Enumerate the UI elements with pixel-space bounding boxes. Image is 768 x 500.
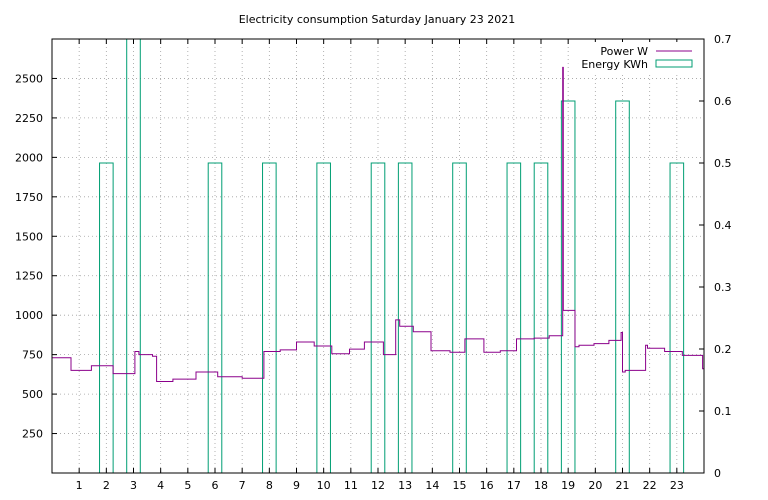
power-line (52, 66, 704, 382)
y-left-tick-label: 2250 (15, 112, 43, 125)
x-tick-label: 11 (344, 479, 358, 492)
legend-label-power: Power W (600, 45, 648, 58)
y-left-tick-label: 2500 (15, 72, 43, 85)
x-tick-label: 16 (480, 479, 494, 492)
energy-bar (669, 162, 685, 474)
x-tick-label: 17 (507, 479, 521, 492)
y-right-tick-label: 0 (714, 467, 721, 480)
legend-label-energy: Energy KWh (581, 58, 648, 71)
x-tick-label: 3 (130, 479, 137, 492)
y-left-tick-label: 250 (22, 428, 43, 441)
x-tick-label: 18 (534, 479, 548, 492)
energy-bar (262, 162, 277, 474)
x-tick-label: 2 (103, 479, 110, 492)
y-right-tick-label: 0.6 (714, 95, 732, 108)
x-tick-label: 13 (398, 479, 412, 492)
y-right-tick-label: 0.2 (714, 343, 732, 356)
y-left-tick-label: 750 (22, 349, 43, 362)
energy-series (99, 38, 685, 474)
x-tick-label: 9 (293, 479, 300, 492)
x-tick-label: 19 (561, 479, 575, 492)
y-right-tick-label: 0.7 (714, 33, 732, 46)
x-tick-label: 8 (266, 479, 273, 492)
legend: Power W Energy KWh (570, 42, 702, 72)
energy-bar (397, 162, 413, 474)
y-left-tick-label: 1250 (15, 270, 43, 283)
energy-bar (452, 162, 467, 474)
y-right-tick-label: 0.3 (714, 281, 732, 294)
y-left-tick-label: 1000 (15, 309, 43, 322)
y-axis-left: 250 500 750 1000 1250 1500 1750 2000 2250 2500 (15, 72, 57, 441)
x-tick-label: 5 (184, 479, 191, 492)
y-left-tick-label: 1750 (15, 191, 43, 204)
y-right-tick-label: 0.5 (714, 157, 732, 170)
power-series (52, 66, 704, 382)
x-tick-label: 14 (425, 479, 439, 492)
legend-swatch-energy (655, 59, 693, 68)
x-tick-label: 22 (643, 479, 657, 492)
x-tick-label: 15 (453, 479, 467, 492)
x-tick-label: 23 (670, 479, 684, 492)
energy-bar (370, 162, 386, 474)
grid (52, 39, 704, 473)
x-tick-label: 20 (588, 479, 602, 492)
x-tick-label: 10 (317, 479, 331, 492)
y-right-tick-label: 0.4 (714, 219, 732, 232)
y-axis-right: 0 0.1 0.2 0.3 0.4 0.5 0.6 0.7 (699, 33, 732, 480)
energy-bar (316, 162, 331, 474)
energy-bar (533, 162, 549, 474)
y-left-tick-label: 2000 (15, 151, 43, 164)
x-tick-label: 12 (371, 479, 385, 492)
y-left-tick-label: 500 (22, 388, 43, 401)
x-tick-label: 7 (239, 479, 246, 492)
x-tick-label: 6 (212, 479, 219, 492)
y-left-tick-label: 1500 (15, 230, 43, 243)
energy-bar (99, 162, 114, 474)
x-tick-label: 21 (616, 479, 630, 492)
x-tick-label: 4 (157, 479, 164, 492)
energy-bar (506, 162, 522, 474)
energy-bar (207, 162, 223, 474)
x-tick-label: 1 (76, 479, 83, 492)
chart-title: Electricity consumption Saturday January… (239, 13, 516, 26)
x-axis: 1 2 3 4 5 6 7 8 9 10 11 12 13 14 15 16 17 18 19 20 21 22 23 (76, 39, 684, 492)
y-right-tick-label: 0.1 (714, 405, 732, 418)
